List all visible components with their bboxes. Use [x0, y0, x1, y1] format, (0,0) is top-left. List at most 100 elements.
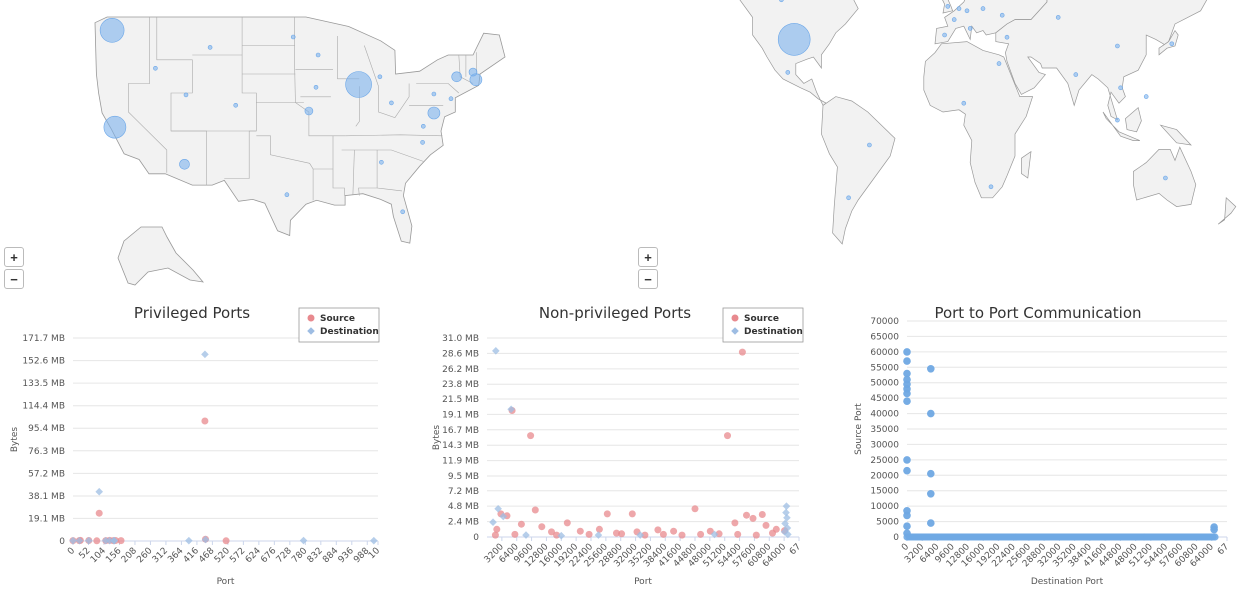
data-point[interactable] — [903, 389, 911, 398]
data-point-source[interactable] — [493, 525, 501, 533]
us-zoom-out-button[interactable]: − — [4, 269, 24, 289]
world-bubble-mexico[interactable] — [785, 70, 791, 75]
data-point-destination[interactable] — [522, 531, 530, 539]
world-bubble-france[interactable] — [951, 17, 957, 22]
world-bubble-india[interactable] — [1073, 72, 1079, 77]
us-bubble-north-carolina[interactable] — [420, 140, 425, 145]
data-point-source[interactable] — [628, 510, 636, 518]
data-point[interactable] — [903, 456, 911, 464]
world-bubble-poland[interactable] — [980, 6, 986, 11]
world-bubble-united-states[interactable] — [777, 23, 811, 56]
us-bubble-albany[interactable] — [451, 71, 463, 83]
data-point-source[interactable] — [491, 531, 499, 539]
data-point-destination[interactable] — [299, 536, 308, 545]
us-bubble-michigan[interactable] — [377, 74, 383, 80]
chart-legend[interactable]: Source Destination — [298, 307, 380, 343]
us-bubble-montana[interactable] — [207, 45, 213, 50]
legend-source-label[interactable]: Source — [320, 314, 355, 324]
data-point-source[interactable] — [670, 527, 678, 535]
data-point-source[interactable] — [769, 529, 776, 537]
data-point-source[interactable] — [553, 531, 561, 539]
world-bubble-egypt[interactable] — [996, 61, 1002, 66]
world-bubble-singapore[interactable] — [1115, 117, 1120, 123]
data-point-destination[interactable] — [557, 531, 566, 540]
world-bubble-nigeria[interactable] — [961, 100, 967, 106]
world-bubble-brazil[interactable] — [867, 142, 872, 148]
data-point[interactable] — [1211, 533, 1219, 541]
data-point-source[interactable] — [595, 525, 603, 533]
us-bubble-new-hampshire[interactable] — [468, 67, 478, 77]
world-zoom-in-button[interactable]: + — [638, 247, 658, 267]
data-point-destination[interactable] — [784, 530, 792, 539]
world-map[interactable]: + − — [634, 0, 1237, 292]
us-bubble-washington-dc[interactable] — [427, 106, 441, 120]
data-point-source[interactable] — [93, 537, 101, 545]
data-point[interactable] — [927, 409, 935, 418]
us-bubble-colorado[interactable] — [233, 103, 238, 108]
world-bubble-australia[interactable] — [1163, 175, 1168, 181]
world-bubble-uk[interactable] — [945, 4, 951, 9]
data-point-destination[interactable] — [370, 536, 378, 545]
data-point-destination[interactable] — [783, 513, 791, 522]
data-point-source[interactable] — [548, 528, 555, 536]
data-point-destination[interactable] — [499, 512, 508, 521]
data-point-source[interactable] — [749, 514, 757, 522]
world-bubble-kazakhstan[interactable] — [1055, 15, 1061, 20]
world-bubble-turkey[interactable] — [1004, 34, 1010, 40]
us-bubble-georgia[interactable] — [379, 160, 384, 165]
data-point-source[interactable] — [752, 531, 760, 539]
data-point-destination[interactable] — [84, 536, 93, 545]
data-point[interactable] — [903, 529, 911, 538]
us-bubble-pennsylvania[interactable] — [431, 91, 437, 97]
data-point-source[interactable] — [527, 432, 535, 440]
data-point-source[interactable] — [613, 529, 620, 537]
chart-legend[interactable]: Source Destination — [722, 307, 804, 343]
data-point-source[interactable] — [603, 510, 611, 518]
data-point-destination[interactable] — [489, 518, 497, 527]
data-point-source[interactable] — [618, 530, 626, 538]
data-point-source[interactable] — [117, 537, 125, 545]
data-point-destination[interactable] — [95, 487, 104, 496]
us-map[interactable]: + − — [0, 0, 620, 292]
data-point-destination[interactable] — [101, 536, 110, 545]
data-point-destination[interactable] — [69, 536, 77, 545]
us-bubble-phoenix[interactable] — [179, 159, 190, 170]
data-point[interactable] — [903, 522, 911, 530]
us-bubble-texas[interactable] — [284, 192, 290, 197]
world-bubble-canada[interactable] — [779, 0, 784, 3]
data-point-source[interactable] — [517, 520, 525, 528]
world-bubble-spain[interactable] — [942, 32, 947, 38]
world-map-canvas[interactable] — [634, 0, 1237, 292]
us-bubble-kansas-city[interactable] — [304, 106, 314, 116]
us-bubble-north-dakota[interactable] — [290, 34, 296, 40]
data-point-source[interactable] — [201, 417, 209, 425]
data-point[interactable] — [903, 348, 911, 356]
world-bubble-ukraine[interactable] — [999, 12, 1005, 18]
world-bubble-italy[interactable] — [967, 26, 973, 31]
data-point[interactable] — [927, 365, 935, 373]
world-zoom-out-button[interactable]: − — [638, 269, 658, 289]
data-point-source[interactable] — [563, 519, 571, 527]
data-point-source[interactable] — [659, 530, 667, 538]
data-point[interactable] — [927, 519, 935, 527]
data-point[interactable] — [903, 397, 911, 405]
data-point[interactable] — [927, 490, 935, 498]
us-bubble-ohio[interactable] — [389, 100, 394, 106]
data-point-source[interactable] — [743, 511, 750, 519]
data-point-source[interactable] — [654, 526, 662, 534]
world-bubble-south-africa[interactable] — [988, 184, 994, 190]
world-bubble-argentina[interactable] — [846, 195, 851, 201]
us-bubble-seattle[interactable] — [99, 17, 125, 43]
data-point-destination[interactable] — [105, 536, 114, 545]
us-bubble-virginia[interactable] — [420, 124, 426, 129]
data-point-destination[interactable] — [782, 502, 791, 510]
us-bubble-florida[interactable] — [400, 209, 406, 215]
data-point[interactable] — [903, 369, 911, 378]
data-point-source[interactable] — [585, 530, 593, 538]
legend-destination-label[interactable]: Destination — [320, 327, 379, 337]
us-zoom-in-button[interactable]: + — [4, 247, 24, 267]
data-point[interactable] — [1210, 525, 1218, 534]
us-map-canvas[interactable] — [0, 0, 620, 292]
world-bubble-philippines[interactable] — [1143, 94, 1149, 99]
us-bubble-utah[interactable] — [183, 92, 189, 98]
